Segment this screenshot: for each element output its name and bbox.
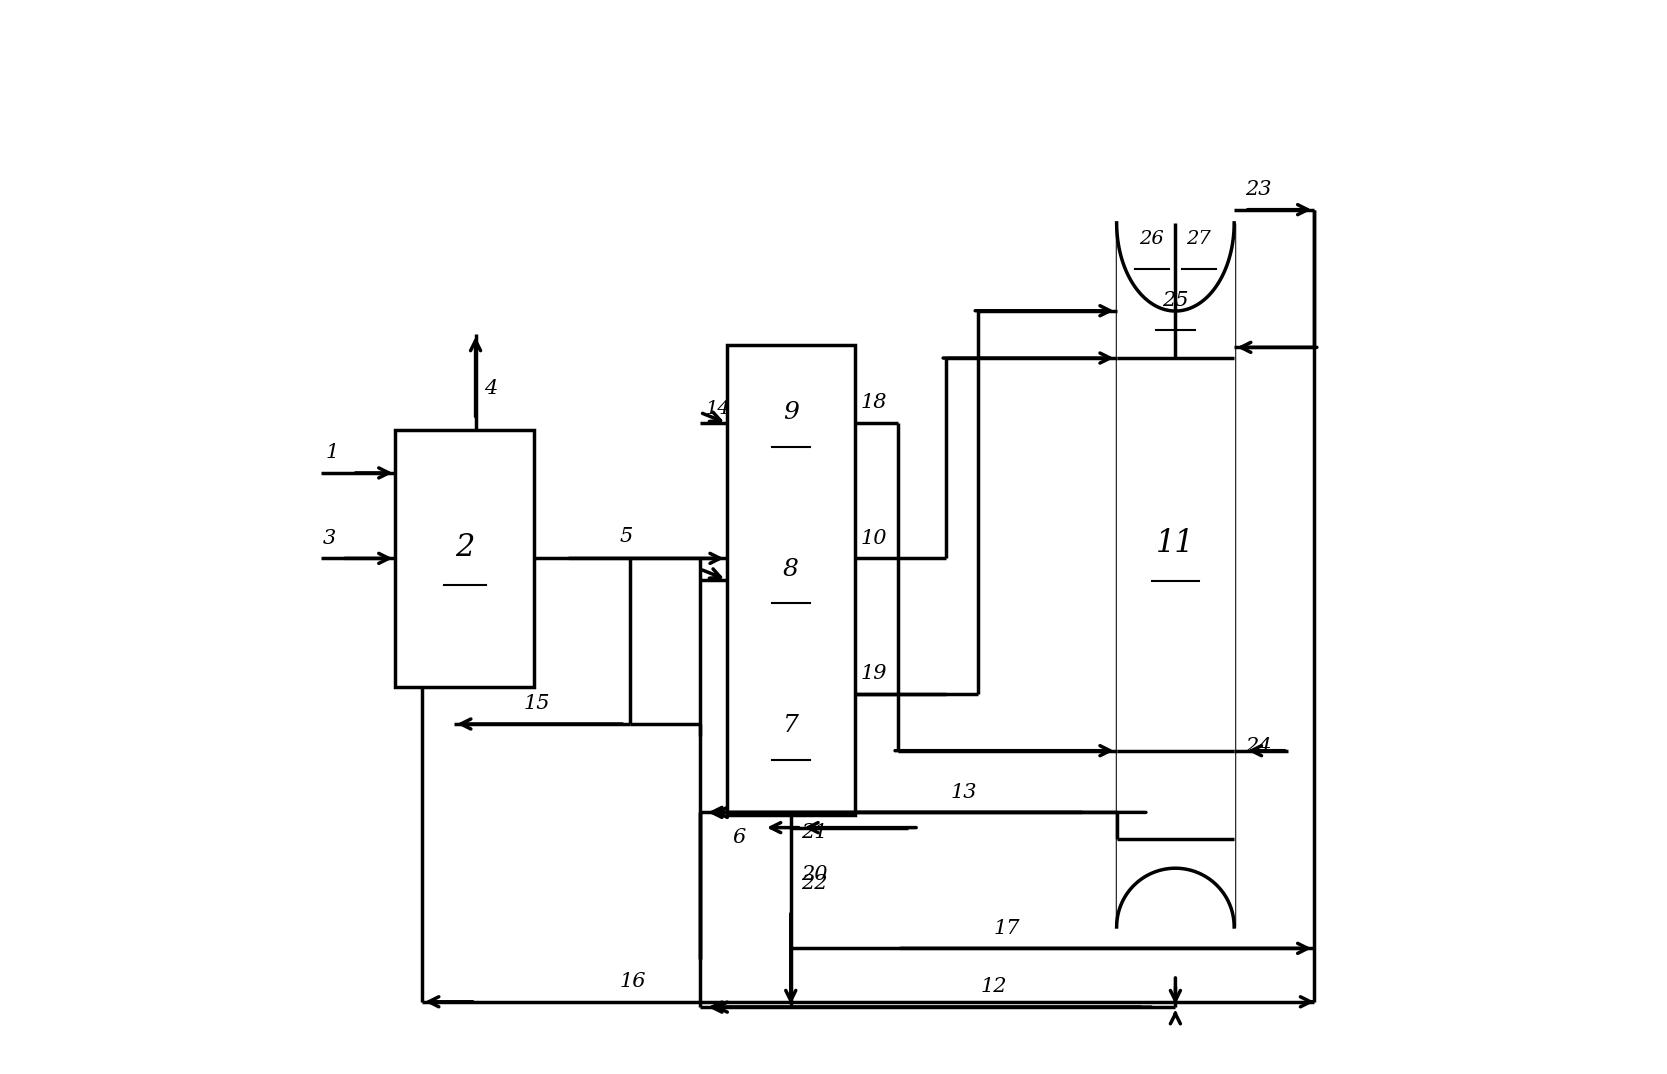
Text: 13: 13 — [952, 783, 977, 801]
Text: 19: 19 — [860, 664, 887, 683]
Text: 8: 8 — [783, 557, 798, 581]
Text: 5: 5 — [620, 526, 633, 546]
Text: 10: 10 — [860, 528, 887, 548]
Text: 21: 21 — [802, 823, 828, 842]
Text: 20: 20 — [802, 866, 828, 884]
Text: 6: 6 — [732, 828, 745, 846]
Text: 12: 12 — [980, 977, 1007, 997]
Text: 16: 16 — [620, 972, 647, 991]
Text: 11: 11 — [1155, 528, 1195, 560]
Text: 7: 7 — [783, 714, 798, 737]
Text: 22: 22 — [802, 873, 828, 892]
Text: 9: 9 — [783, 401, 798, 424]
Text: 1: 1 — [327, 444, 340, 462]
Text: 26: 26 — [1140, 230, 1164, 248]
Polygon shape — [1117, 868, 1234, 927]
Text: 2: 2 — [455, 533, 475, 563]
Text: 27: 27 — [1187, 230, 1212, 248]
Bar — [395, 431, 535, 686]
Text: 17: 17 — [994, 918, 1020, 938]
Text: 23: 23 — [1245, 180, 1272, 199]
Polygon shape — [1117, 223, 1234, 927]
Text: 25: 25 — [1162, 291, 1189, 309]
Text: 14: 14 — [705, 400, 730, 418]
Bar — [727, 345, 855, 815]
Text: 24: 24 — [1245, 737, 1272, 756]
Text: 15: 15 — [523, 694, 550, 713]
Text: 4: 4 — [483, 379, 497, 398]
Text: 18: 18 — [860, 393, 887, 412]
Text: 3: 3 — [323, 528, 337, 548]
Polygon shape — [1117, 223, 1234, 311]
